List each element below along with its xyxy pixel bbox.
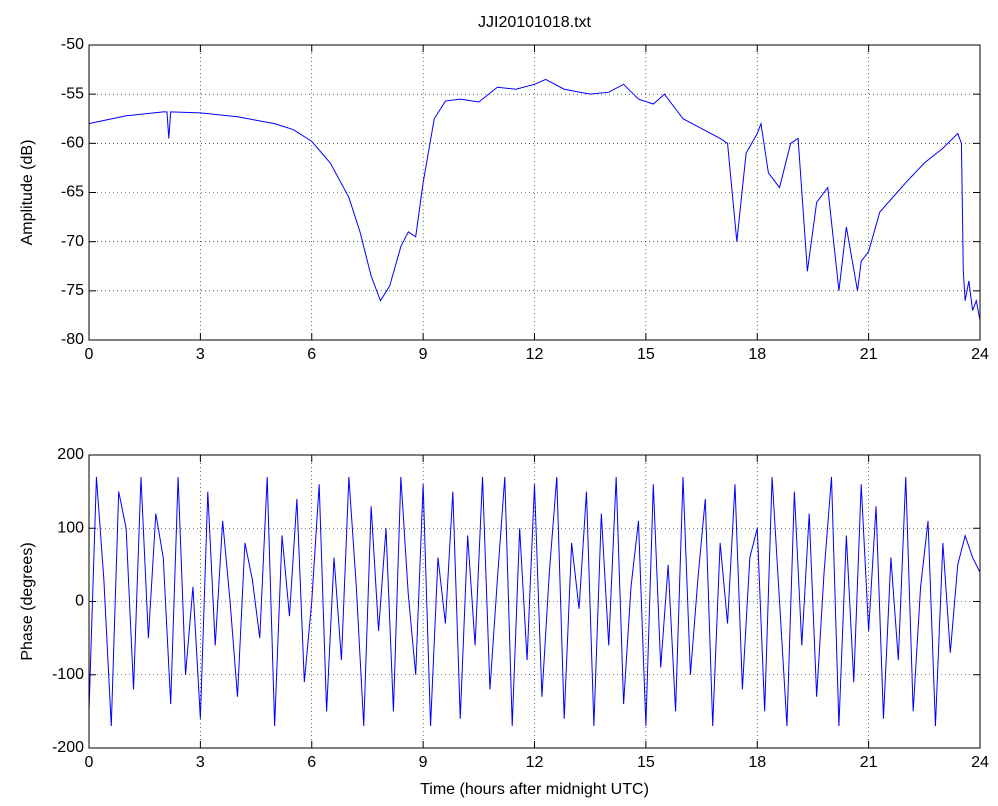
data-line [88, 476, 981, 727]
y-axis-label: Amplitude (dB) [19, 140, 36, 246]
x-tick-label: 15 [637, 754, 655, 771]
y-tick-label: -200 [52, 739, 84, 756]
x-tick-label: 24 [971, 346, 989, 363]
y-tick-label: 100 [57, 519, 84, 536]
x-tick-label: 15 [637, 346, 655, 363]
x-tick-label: 12 [526, 754, 544, 771]
x-axis-label: Time (hours after midnight UTC) [420, 781, 649, 798]
x-tick-label: 21 [860, 754, 878, 771]
y-axis-label: Phase (degrees) [19, 542, 36, 660]
y-tick-label: -50 [61, 36, 84, 53]
x-tick-label: 0 [85, 346, 94, 363]
chart-title: JJI20101018.txt [478, 14, 592, 31]
x-tick-label: 24 [971, 754, 989, 771]
y-tick-label: -80 [61, 331, 84, 348]
x-tick-label: 6 [307, 346, 316, 363]
axes-box [88, 454, 981, 749]
x-tick-label: 3 [196, 346, 205, 363]
y-tick-label: -55 [61, 85, 84, 102]
x-tick-label: 9 [419, 754, 428, 771]
x-tick-label: 18 [748, 346, 766, 363]
y-tick-label: 200 [57, 446, 84, 463]
x-tick-label: 9 [419, 346, 428, 363]
x-tick-label: 6 [307, 754, 316, 771]
y-tick-label: 0 [75, 593, 84, 610]
x-tick-label: 12 [526, 346, 544, 363]
y-tick-label: -100 [52, 666, 84, 683]
data-line [88, 78, 981, 321]
x-tick-label: 21 [860, 346, 878, 363]
plot-area [89, 455, 980, 748]
x-tick-label: 0 [85, 754, 94, 771]
x-tick-label: 18 [748, 754, 766, 771]
axes-box [88, 44, 981, 341]
x-tick-label: 3 [196, 754, 205, 771]
y-tick-label: -65 [61, 184, 84, 201]
y-tick-label: -70 [61, 233, 84, 250]
y-tick-label: -60 [61, 135, 84, 152]
y-tick-label: -75 [61, 282, 84, 299]
